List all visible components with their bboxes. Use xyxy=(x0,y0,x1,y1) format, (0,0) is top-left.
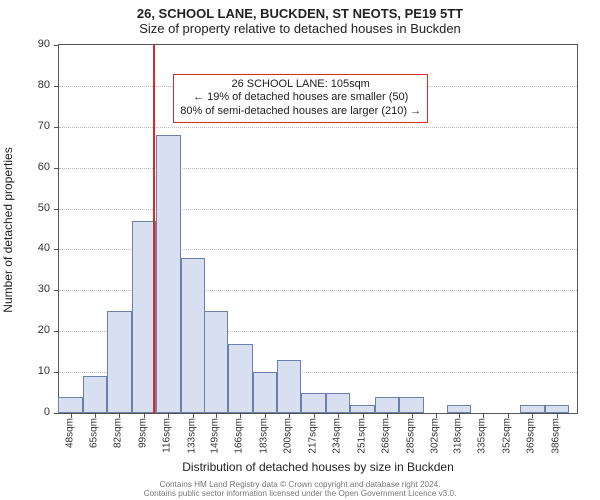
annotation-line-1: 26 SCHOOL LANE: 105sqm xyxy=(180,78,421,92)
x-tick-label: 318sqm xyxy=(453,418,464,454)
plot-area: 26 SCHOOL LANE: 105sqm← 19% of detached … xyxy=(58,44,578,414)
y-tick-label: 70 xyxy=(38,120,50,132)
histogram-bar xyxy=(107,311,131,413)
x-tick-label: 302sqm xyxy=(429,418,440,454)
y-tickmark xyxy=(54,45,59,46)
footer-line-1: Contains HM Land Registry data © Crown c… xyxy=(0,480,600,489)
x-tick-label: 183sqm xyxy=(258,418,269,454)
x-tick-label: 200sqm xyxy=(283,418,294,454)
gridline xyxy=(59,168,577,169)
histogram-bar xyxy=(350,405,374,413)
histogram-bar xyxy=(277,360,301,413)
histogram-bar xyxy=(447,405,471,413)
x-axis-label: Distribution of detached houses by size … xyxy=(58,460,578,474)
y-tick-label: 20 xyxy=(38,324,50,336)
histogram-bar xyxy=(156,135,180,413)
y-tick-label: 10 xyxy=(38,365,50,377)
annotation-line-2: ← 19% of detached houses are smaller (50… xyxy=(180,91,421,105)
x-tick-label: 48sqm xyxy=(64,418,75,448)
y-tick-label: 0 xyxy=(44,406,50,418)
histogram-bar xyxy=(228,344,252,414)
chart-container: 26, SCHOOL LANE, BUCKDEN, ST NEOTS, PE19… xyxy=(0,0,600,500)
x-tick-label: 217sqm xyxy=(307,418,318,454)
y-tickmark xyxy=(54,372,59,373)
chart-subtitle: Size of property relative to detached ho… xyxy=(0,21,600,40)
y-tickmark xyxy=(54,331,59,332)
histogram-bar xyxy=(204,311,228,413)
x-tick-label: 251sqm xyxy=(356,418,367,454)
x-tick-label: 99sqm xyxy=(137,418,148,448)
x-tick-label: 166sqm xyxy=(234,418,245,454)
annotation-box: 26 SCHOOL LANE: 105sqm← 19% of detached … xyxy=(173,74,428,123)
y-tickmark xyxy=(54,168,59,169)
footer-line-2: Contains public sector information licen… xyxy=(0,489,600,498)
annotation-line-3: 80% of semi-detached houses are larger (… xyxy=(180,105,421,119)
y-tickmark xyxy=(54,127,59,128)
x-tick-label: 386sqm xyxy=(550,418,561,454)
histogram-bar xyxy=(326,393,350,413)
x-tick-label: 116sqm xyxy=(162,418,173,453)
x-tick-label: 352sqm xyxy=(501,418,512,454)
histogram-bar xyxy=(181,258,205,413)
x-tick-label: 65sqm xyxy=(88,418,99,448)
y-tick-label: 90 xyxy=(38,38,50,50)
chart-title-address: 26, SCHOOL LANE, BUCKDEN, ST NEOTS, PE19… xyxy=(0,0,600,21)
histogram-bar xyxy=(375,397,399,413)
x-tick-label: 369sqm xyxy=(526,418,537,454)
histogram-bar xyxy=(83,376,107,413)
y-tick-label: 80 xyxy=(38,79,50,91)
gridline xyxy=(59,209,577,210)
y-tick-label: 30 xyxy=(38,283,50,295)
footer-attribution: Contains HM Land Registry data © Crown c… xyxy=(0,480,600,498)
y-tickmark xyxy=(54,249,59,250)
x-tick-label: 285sqm xyxy=(405,418,416,454)
y-tick-label: 50 xyxy=(38,202,50,214)
x-tick-label: 149sqm xyxy=(209,418,220,454)
y-tickmark xyxy=(54,209,59,210)
y-tickmark xyxy=(54,290,59,291)
histogram-bar xyxy=(301,393,325,413)
histogram-bar xyxy=(545,405,569,413)
gridline xyxy=(59,127,577,128)
histogram-bar xyxy=(58,397,82,413)
x-tick-label: 82sqm xyxy=(113,418,124,448)
y-tick-label: 40 xyxy=(38,242,50,254)
x-tick-label: 335sqm xyxy=(477,418,488,454)
x-tick-label: 268sqm xyxy=(381,418,392,454)
y-tick-label: 60 xyxy=(38,161,50,173)
histogram-bar xyxy=(399,397,423,413)
y-tickmark xyxy=(54,86,59,87)
x-tick-label: 133sqm xyxy=(186,418,197,454)
histogram-bar xyxy=(253,372,277,413)
y-axis-ticks: 0102030405060708090 xyxy=(0,44,54,414)
x-axis-ticks: 48sqm 65sqm 82sqm 99sqm 116sqm 133sqm 149sqm 16… xyxy=(58,414,578,466)
marker-line xyxy=(153,45,155,413)
histogram-bar xyxy=(520,405,544,413)
x-tick-label: 234sqm xyxy=(332,418,343,454)
